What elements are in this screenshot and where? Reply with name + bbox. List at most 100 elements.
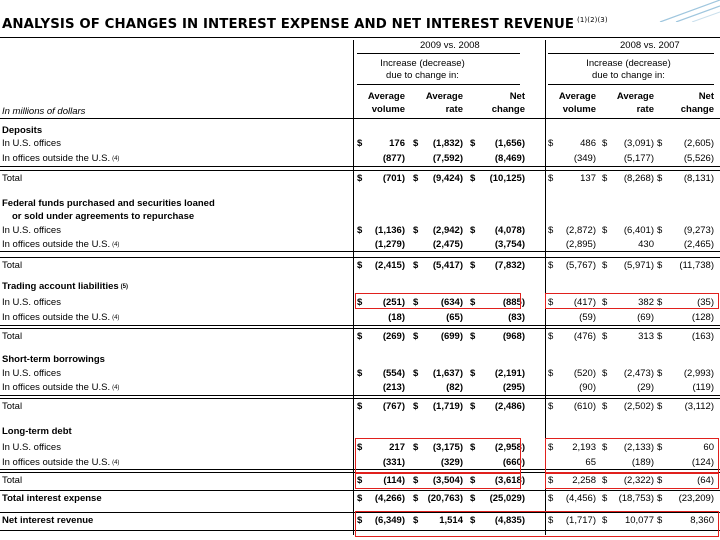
- table-cell: (90): [548, 382, 596, 394]
- table-cell: $ (4,456): [548, 493, 596, 505]
- cell-value: (59): [579, 312, 596, 323]
- table-cell: $ (269): [357, 331, 405, 343]
- cell-value: 2,258: [572, 475, 596, 486]
- table-cell: $ (1,637): [413, 368, 463, 380]
- table-cell: $ (18,753): [602, 493, 654, 505]
- cell-value: (1,136): [374, 225, 405, 236]
- row-label: Net interest revenue: [2, 515, 94, 526]
- column-header: rate: [445, 104, 463, 115]
- cell-value: (5,971): [623, 260, 654, 271]
- table-cell: (329): [413, 457, 463, 469]
- cell-value: (767): [382, 401, 405, 412]
- table-cell: (5,526): [657, 153, 714, 165]
- column-header: volume: [562, 104, 596, 115]
- currency-symbol: $: [357, 225, 363, 236]
- cell-value: (417): [573, 297, 596, 308]
- cell-value: 137: [580, 173, 596, 184]
- table-cell: $ (5,971): [602, 260, 654, 272]
- period-header-2008: 2008 vs. 2007: [620, 40, 680, 51]
- section-rule: [0, 251, 720, 252]
- table-cell: $ (701): [357, 173, 405, 185]
- table-cell: $ (2,473): [602, 368, 654, 380]
- table-cell: $ (2,942): [413, 225, 463, 237]
- currency-symbol: $: [657, 475, 663, 486]
- cell-value: (660): [502, 457, 525, 468]
- table-cell: $ (554): [357, 368, 405, 380]
- cell-value: (10,125): [489, 173, 525, 184]
- total-rule: [0, 257, 720, 258]
- currency-symbol: $: [548, 260, 554, 271]
- cell-value: (554): [382, 368, 405, 379]
- total-rule: [0, 328, 720, 329]
- table-cell: $ (1,136): [357, 225, 405, 237]
- table-cell: $2,193: [548, 442, 596, 454]
- footnote-marker: (4): [112, 385, 120, 391]
- cell-value: (119): [692, 382, 714, 393]
- currency-symbol: $: [548, 297, 554, 308]
- cell-value: (11,738): [679, 260, 714, 271]
- table-cell: $ (6,401): [602, 225, 654, 237]
- cell-value: (18,753): [618, 493, 654, 504]
- table-cell: (82): [413, 382, 463, 394]
- table-cell: $ (5,417): [413, 260, 463, 272]
- currency-symbol: $: [548, 225, 554, 236]
- cell-value: (128): [691, 312, 714, 323]
- cell-value: (189): [631, 457, 654, 468]
- subheader-rule: [548, 84, 714, 85]
- currency-symbol: $: [413, 260, 419, 271]
- cell-value: (8,131): [683, 173, 714, 184]
- table-cell: $ (3,618): [470, 475, 525, 487]
- cell-value: (4,266): [374, 493, 405, 504]
- currency-symbol: $: [413, 515, 419, 526]
- currency-symbol: $: [357, 260, 363, 271]
- table-cell: (877): [357, 153, 405, 165]
- currency-symbol: $: [470, 475, 476, 486]
- table-cell: $ (35): [657, 297, 714, 309]
- table-cell: $217: [357, 442, 405, 454]
- row-label: Total: [2, 331, 23, 342]
- table-cell: $60: [657, 442, 714, 454]
- currency-symbol: $: [470, 331, 476, 342]
- cell-value: (23,209): [678, 493, 714, 504]
- cell-value: (329): [440, 457, 463, 468]
- subheader-line: due to change in:: [592, 70, 665, 81]
- currency-symbol: $: [602, 173, 608, 184]
- currency-symbol: $: [357, 442, 363, 453]
- period-rule: [548, 53, 714, 54]
- table-cell: $8,360: [657, 515, 714, 527]
- currency-symbol: $: [470, 138, 476, 149]
- table-cell: $10,077: [602, 515, 654, 527]
- table-cell: $ (476): [548, 331, 596, 343]
- cell-value: (69): [637, 312, 654, 323]
- highlight-box: [355, 293, 521, 309]
- table-cell: $ (4,266): [357, 493, 405, 505]
- table-cell: $ (8,131): [657, 173, 714, 185]
- currency-symbol: $: [413, 297, 419, 308]
- table-cell: $2,258: [548, 475, 596, 487]
- column-header: Average: [558, 91, 596, 102]
- table-cell: (2,475): [413, 239, 463, 251]
- cell-value: (2,605): [683, 138, 714, 149]
- row-label: Total: [2, 401, 23, 412]
- cell-value: (610): [573, 401, 596, 412]
- currency-symbol: $: [657, 297, 663, 308]
- currency-symbol: $: [470, 297, 476, 308]
- table-cell: $ (7,832): [470, 260, 525, 272]
- header-bottom-rule: [0, 118, 720, 119]
- currency-symbol: $: [357, 475, 363, 486]
- row-label: Trading account liabilities (5): [2, 281, 129, 292]
- footnote-marker: (4): [112, 460, 120, 466]
- period-header-2009: 2009 vs. 2008: [420, 40, 480, 51]
- table-cell: $ (1,832): [413, 138, 463, 150]
- title-rule: [0, 37, 720, 38]
- cell-value: (7,592): [432, 153, 463, 164]
- subheader-line: Increase (decrease): [586, 58, 671, 69]
- currency-symbol: $: [602, 401, 608, 412]
- table-cell: $ (251): [357, 297, 405, 309]
- table-cell: (29): [602, 382, 654, 394]
- corner-decoration: [659, 0, 720, 22]
- subheader-rule: [357, 84, 520, 85]
- row-label: In offices outside the U.S. (4): [2, 457, 120, 468]
- cell-value: (3,618): [494, 475, 525, 486]
- row-label: Total: [2, 475, 23, 486]
